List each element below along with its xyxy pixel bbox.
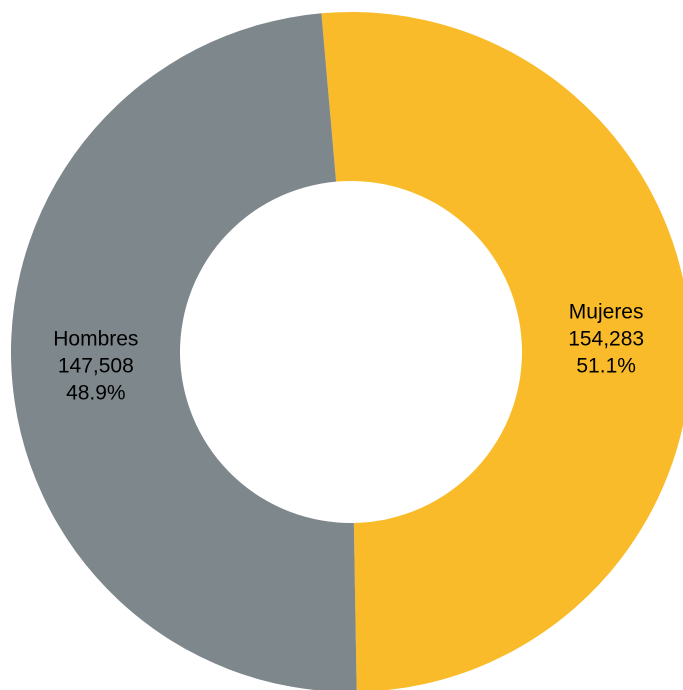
slice-value: 154,283 <box>568 328 644 351</box>
slice-hombres <box>11 13 357 690</box>
donut-labels: Mujeres 154,283 51.1% Hombres 147,508 48.9% <box>53 301 644 405</box>
slice-percent: 48.9% <box>66 381 126 404</box>
slice-name: Hombres <box>53 327 138 350</box>
slice-name: Mujeres <box>569 301 644 324</box>
slice-label-hombres: Hombres 147,508 48.9% <box>53 327 138 404</box>
slice-label-mujeres: Mujeres 154,283 51.1% <box>568 301 644 378</box>
slice-mujeres <box>321 12 683 690</box>
slice-value: 147,508 <box>58 354 134 377</box>
donut-slices <box>11 12 683 690</box>
slice-percent: 51.1% <box>576 355 636 378</box>
